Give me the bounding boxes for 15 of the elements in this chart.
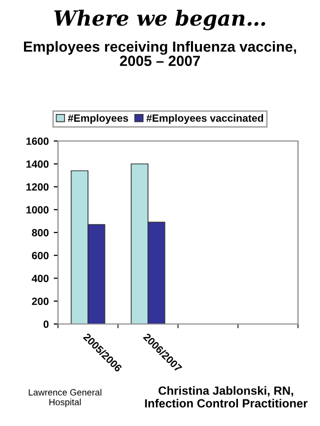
y-tick-label: 1400: [26, 160, 49, 168]
legend-label: #Employees: [68, 114, 128, 124]
y-tick-label: 0: [44, 320, 49, 328]
y-tick-label: 800: [32, 229, 49, 236]
legend-label: #Employees vaccinated: [146, 114, 264, 124]
y-tick-label: 400: [32, 274, 49, 282]
chart-title: Where we began…: [54, 10, 266, 30]
text: Lawrence General Hospital: [28, 388, 102, 408]
y-tick-label: 1000: [26, 206, 49, 214]
chart-subtitle: Employees receiving Influenza vaccine, 2005 – 2007: [24, 41, 296, 66]
y-tick-label: 1600: [26, 138, 49, 145]
text: Christina Jablonski, RN, Infection Control Practitioner: [145, 386, 308, 408]
y-tick-label: 200: [32, 298, 49, 305]
y-tick-label: 600: [32, 252, 49, 260]
y-tick-label: 1200: [26, 183, 49, 191]
